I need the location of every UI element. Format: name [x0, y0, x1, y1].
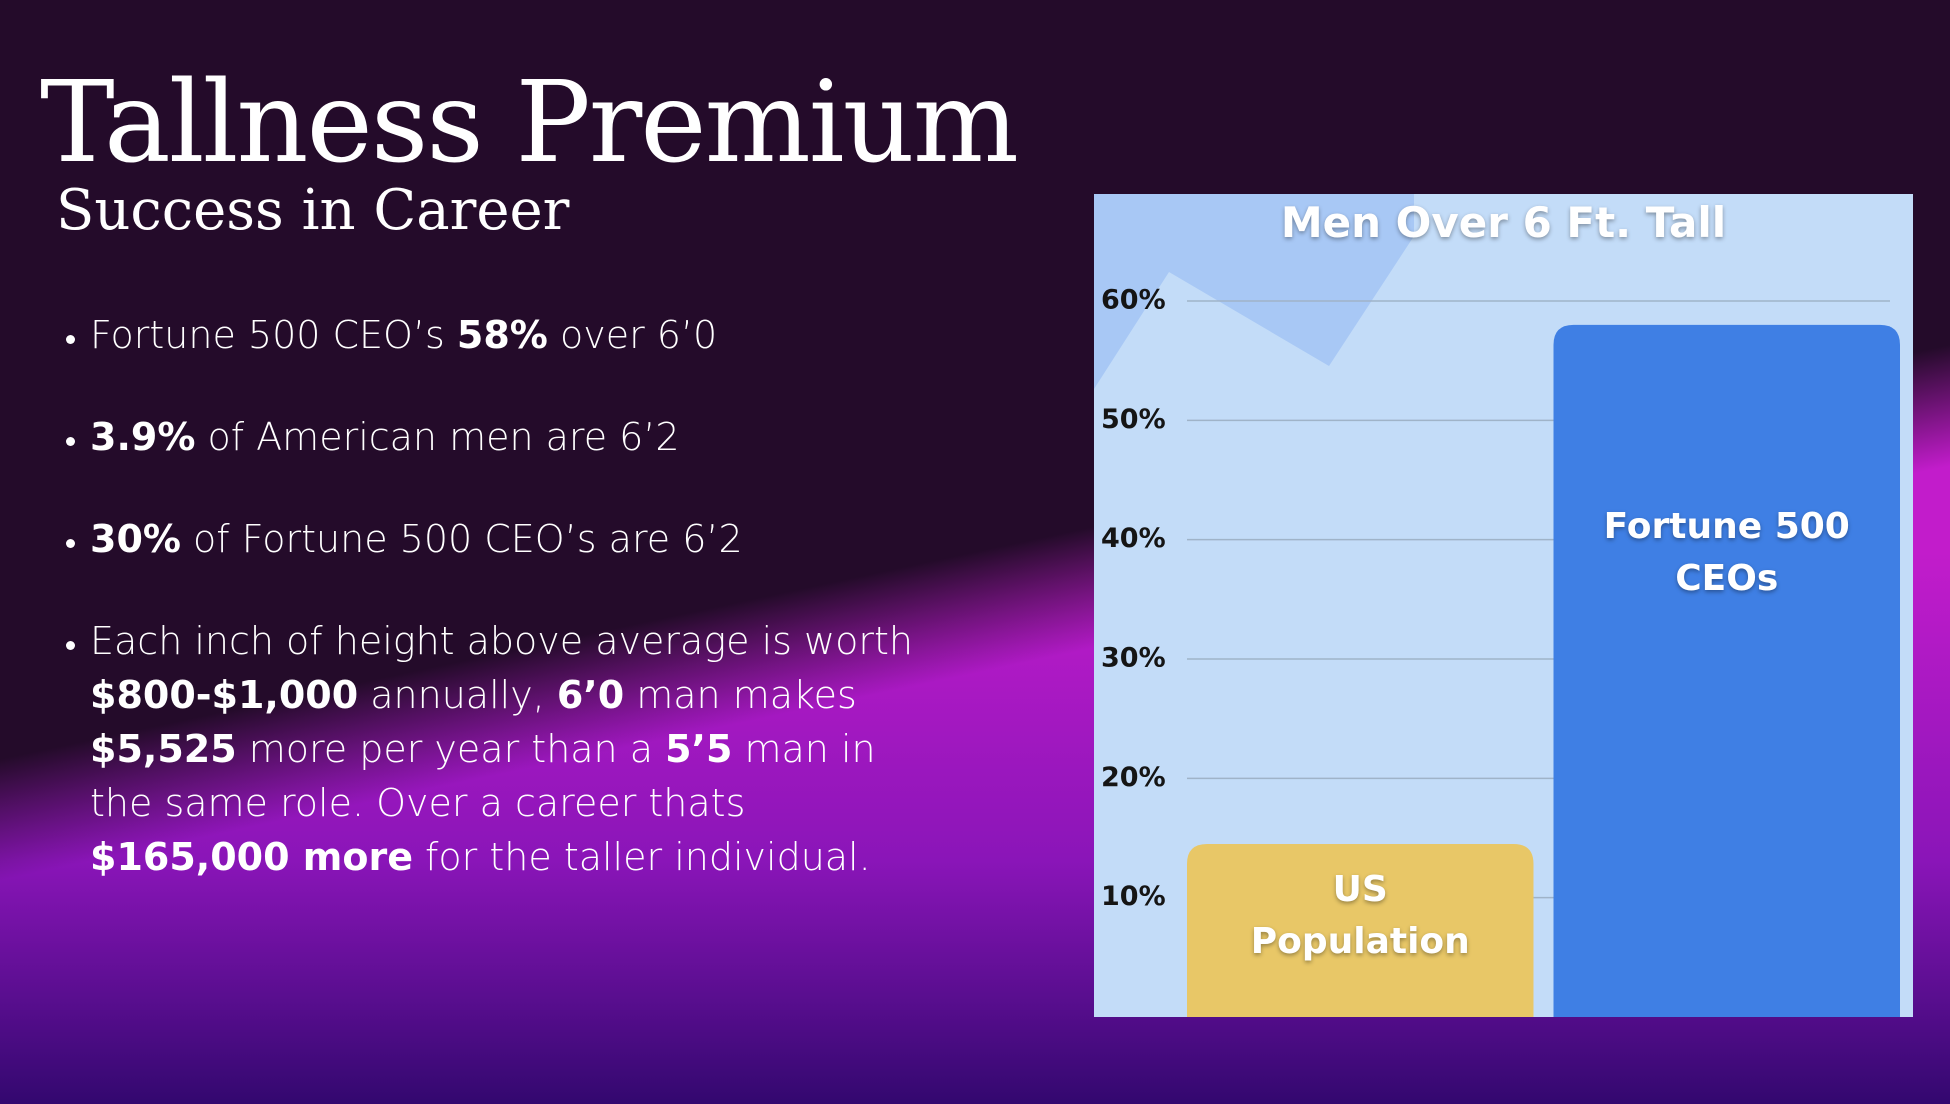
bullet: Each inch of height above average is wor…	[90, 614, 930, 884]
y-tick-label: 60%	[1101, 285, 1166, 316]
chart: 10% 20% 30% 40% 50% 60% Men Over 6 Ft. Tall U…	[1094, 194, 1913, 1017]
bar	[1187, 843, 1534, 1017]
text: 5’5	[665, 727, 733, 771]
text: Fortune 500 CEO’s	[90, 313, 457, 357]
y-tick-label: 30%	[1101, 643, 1166, 674]
text: $5,525	[90, 727, 237, 771]
y-tick-label: 20%	[1101, 762, 1166, 793]
bullet: 30% of Fortune 500 CEO’s are 6’2	[90, 512, 930, 566]
text: of Fortune 500 CEO’s are 6’2	[180, 517, 743, 561]
chart-plot: 10% 20% 30% 40% 50% 60%	[1094, 194, 1900, 1017]
decoration	[1094, 194, 1414, 389]
text: man makes	[624, 673, 857, 717]
text: $800-$1,000	[90, 673, 359, 717]
y-tick-label: 10%	[1101, 881, 1166, 912]
y-tick-label: 50%	[1101, 404, 1166, 435]
text: for the taller individual.	[412, 835, 871, 879]
slide-title: Tallness Premium	[40, 58, 1019, 188]
text: 3.9%	[90, 415, 196, 459]
slide-subtitle: Success in Career	[56, 178, 570, 243]
text: 6’0	[556, 673, 625, 717]
bullet: Fortune 500 CEO’s 58% over 6’0	[90, 308, 930, 362]
bullet-list: Fortune 500 CEO’s 58% over 6’0 3.9% of A…	[48, 308, 930, 932]
category-label: Fortune 500 CEOs	[1603, 505, 1850, 599]
text: 58%	[456, 313, 548, 357]
y-tick-label: 40%	[1101, 523, 1166, 554]
text: 30%	[90, 517, 181, 561]
bar	[1553, 324, 1900, 1017]
text: man in the same role. Over a career that…	[90, 727, 876, 825]
text: of American men are 6’2	[195, 415, 680, 459]
chart-title: Men Over 6 Ft. Tall	[1280, 198, 1727, 247]
bullet: 3.9% of American men are 6’2	[90, 410, 930, 464]
text: over 6’0	[547, 313, 718, 357]
text: Each inch of height above average is wor…	[90, 619, 913, 663]
text: annually,	[358, 673, 557, 717]
category-label: US Population	[1250, 868, 1470, 962]
text: more per year than a	[236, 727, 666, 771]
text: $165,000 more	[90, 835, 413, 879]
